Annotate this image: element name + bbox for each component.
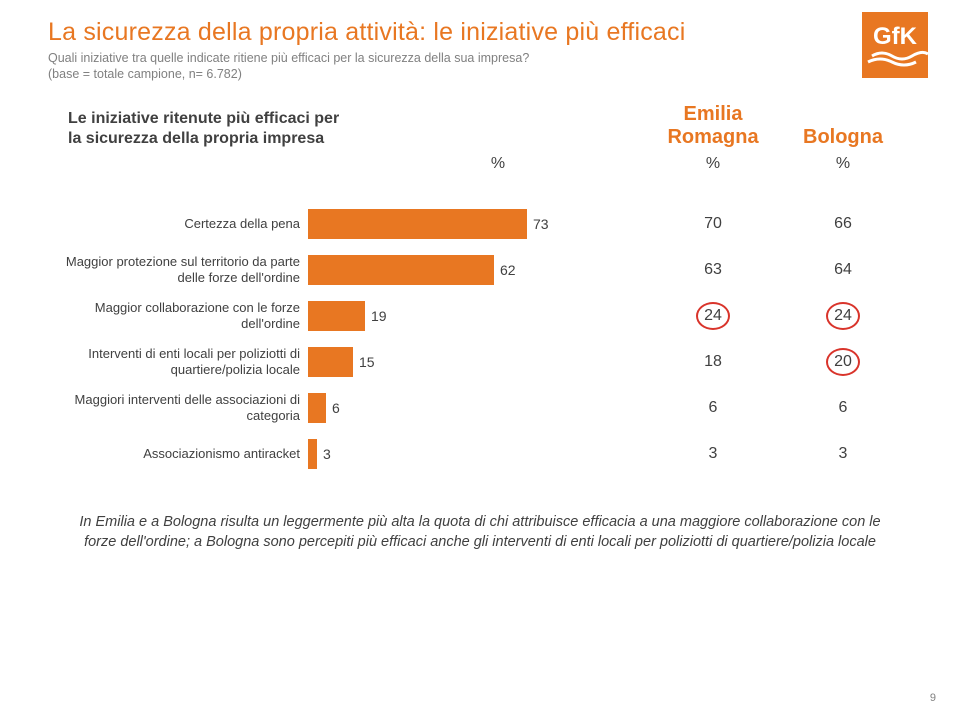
bar-value: 15 [359, 354, 375, 370]
svg-text:GfK: GfK [873, 23, 918, 50]
chart-row: Associazionismo antiracket333 [48, 431, 912, 477]
bar-value: 62 [500, 262, 516, 278]
bar-wrap: 73 [308, 209, 648, 239]
bar [308, 347, 353, 377]
bar-wrap: 3 [308, 439, 648, 469]
bar-wrap: 62 [308, 255, 648, 285]
lead-label: Le iniziative ritenute più efficaci per … [48, 109, 348, 149]
row-label: Maggiori interventi delle associazioni d… [48, 392, 308, 423]
page-title: La sicurezza della propria attività: le … [48, 18, 912, 47]
bar-value: 3 [323, 446, 331, 462]
value-emilia: 3 [648, 445, 778, 463]
row-label: Interventi di enti locali per poliziotti… [48, 346, 308, 377]
bar [308, 301, 365, 331]
chart-row: Maggior protezione sul territorio da par… [48, 247, 912, 293]
chart-row: Maggior collaborazione con le forze dell… [48, 293, 912, 339]
page-number: 9 [930, 692, 936, 704]
row-label: Maggior protezione sul territorio da par… [48, 254, 308, 285]
chart-row: Interventi di enti locali per poliziotti… [48, 339, 912, 385]
bar-wrap: 19 [308, 301, 648, 331]
bar-wrap: 6 [308, 393, 648, 423]
value-bologna: 24 [778, 307, 908, 325]
col-header-bologna: Bologna [778, 126, 908, 149]
col-header-emilia: Emilia Romagna [648, 103, 778, 149]
bar-wrap: 15 [308, 347, 648, 377]
highlight-circle [696, 302, 730, 330]
value-bologna: 66 [778, 215, 908, 233]
chart-row: Maggiori interventi delle associazioni d… [48, 385, 912, 431]
bar-value: 73 [533, 216, 549, 232]
percent-symbol-c2: % [778, 155, 908, 173]
chart-rows: Certezza della pena737066Maggior protezi… [48, 201, 912, 477]
row-label: Certezza della pena [48, 216, 308, 232]
bar [308, 255, 494, 285]
bar [308, 439, 317, 469]
row-label: Maggior collaborazione con le forze dell… [48, 300, 308, 331]
value-emilia: 24 [648, 307, 778, 325]
highlight-circle [826, 302, 860, 330]
bar-value: 6 [332, 400, 340, 416]
bar [308, 393, 326, 423]
bar-value: 19 [371, 308, 387, 324]
percent-symbol-chart: % [348, 155, 648, 173]
page-subtitle: Quali iniziative tra quelle indicate rit… [48, 51, 912, 65]
value-emilia: 63 [648, 261, 778, 279]
value-emilia: 18 [648, 353, 778, 371]
value-bologna: 20 [778, 353, 908, 371]
base-note: (base = totale campione, n= 6.782) [48, 67, 912, 81]
bar [308, 209, 527, 239]
value-bologna: 3 [778, 445, 908, 463]
highlight-circle [826, 348, 860, 376]
percent-symbol-c1: % [648, 155, 778, 173]
row-label: Associazionismo antiracket [48, 446, 308, 462]
chart-row: Certezza della pena 73 7066 [48, 201, 912, 247]
value-bologna: 6 [778, 399, 908, 417]
value-emilia: 6 [648, 399, 778, 417]
value-bologna: 64 [778, 261, 908, 279]
footnote: In Emilia e a Bologna risulta un leggerm… [48, 513, 912, 552]
brand-logo: GfK [862, 12, 928, 78]
value-emilia: 70 [648, 215, 778, 233]
